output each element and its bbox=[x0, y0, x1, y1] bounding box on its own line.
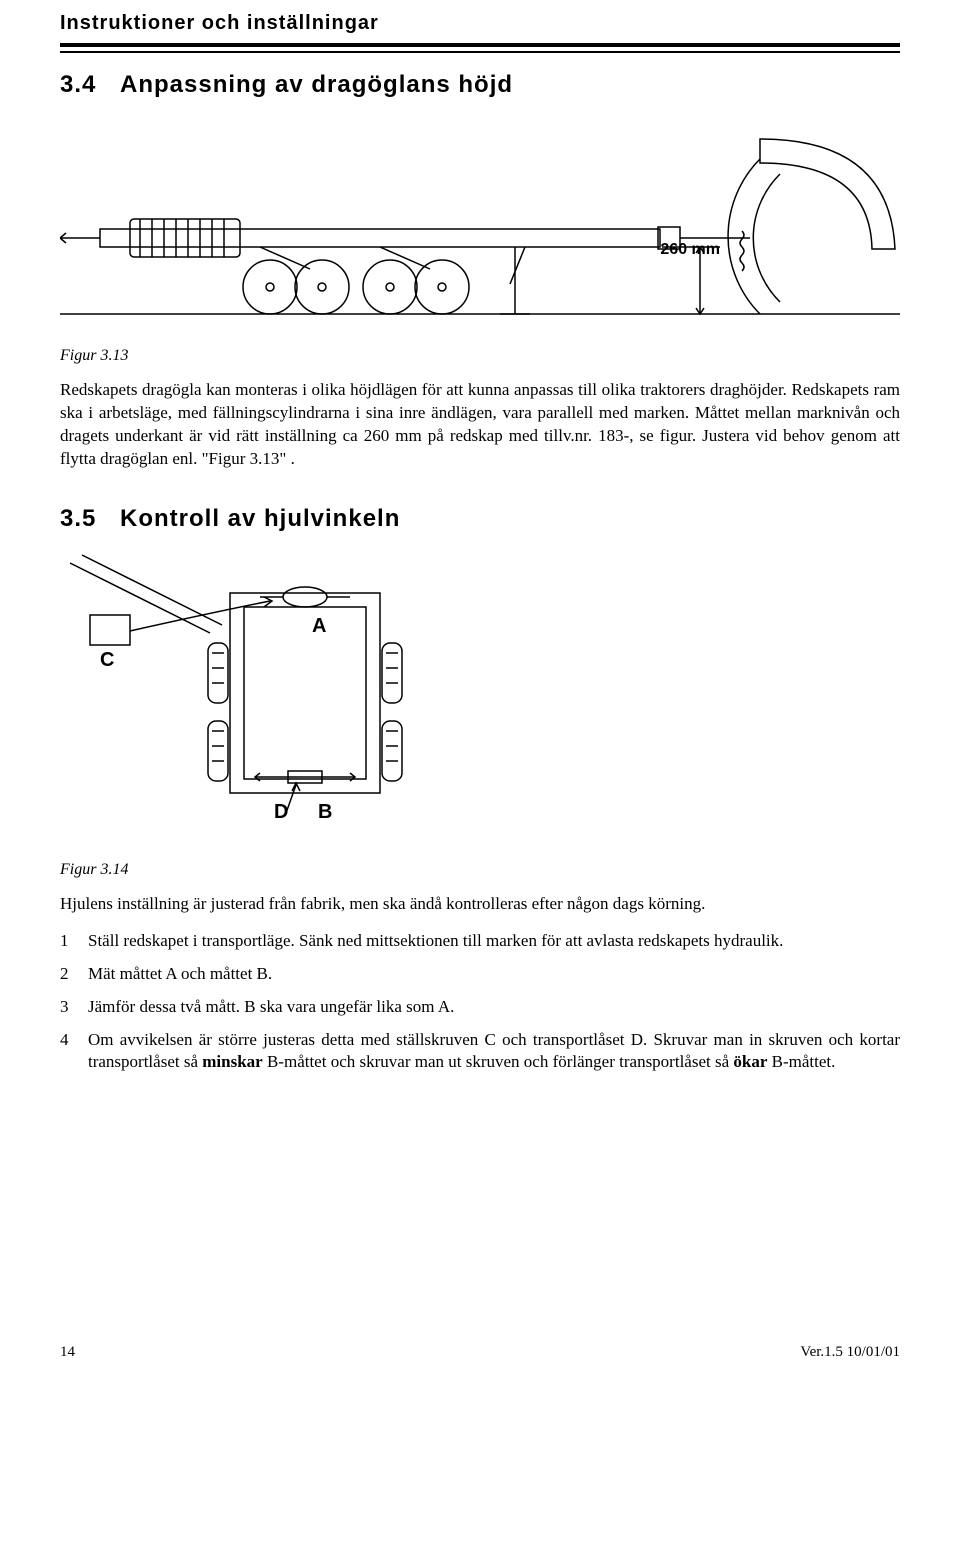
step-4: Om avvikelsen är större justeras detta m… bbox=[60, 1029, 900, 1075]
section-34-heading: 3.4Anpassning av dragöglans höjd bbox=[60, 71, 900, 99]
section-34-number: 3.4 bbox=[60, 71, 120, 99]
figure-3-13-dimension: 260 mm bbox=[660, 241, 720, 259]
section-35-number: 3.5 bbox=[60, 505, 120, 533]
figure-3-13-caption: Figur 3.13 bbox=[60, 347, 900, 365]
figure-3-14-caption: Figur 3.14 bbox=[60, 861, 900, 879]
page-number: 14 bbox=[60, 1344, 75, 1361]
figure-3-13: 260 mm Figur 3.13 bbox=[60, 119, 900, 365]
figure-3-14-svg bbox=[60, 553, 480, 843]
header-rule bbox=[60, 43, 900, 53]
figure-3-14-label-b: B bbox=[318, 801, 332, 824]
section-34-paragraph: Redskapets dragögla kan monteras i olika… bbox=[60, 379, 900, 471]
figure-3-14-label-a: A bbox=[312, 615, 326, 638]
section-35-intro: Hjulens inställning är justerad från fab… bbox=[60, 893, 900, 916]
figure-3-14: A B C D Figur 3.14 bbox=[60, 553, 900, 879]
step-1: Ställ redskapet i transportläge. Sänk ne… bbox=[60, 930, 900, 953]
section-35-title: Kontroll av hjulvinkeln bbox=[120, 505, 400, 532]
running-head: Instruktioner och inställningar bbox=[60, 0, 900, 43]
step-2: Mät måttet A och måttet B. bbox=[60, 963, 900, 986]
step-3: Jämför dessa två mått. B ska vara ungefä… bbox=[60, 996, 900, 1019]
figure-3-13-svg bbox=[60, 119, 900, 329]
version-string: Ver.1.5 10/01/01 bbox=[800, 1344, 900, 1361]
section-35-steps: Ställ redskapet i transportläge. Sänk ne… bbox=[60, 930, 900, 1075]
page-footer: 14 Ver.1.5 10/01/01 bbox=[0, 1344, 960, 1385]
figure-3-14-label-d: D bbox=[274, 801, 288, 824]
figure-3-14-label-c: C bbox=[100, 649, 114, 672]
section-34-title: Anpassning av dragöglans höjd bbox=[120, 71, 513, 98]
section-35-heading: 3.5Kontroll av hjulvinkeln bbox=[60, 505, 900, 533]
